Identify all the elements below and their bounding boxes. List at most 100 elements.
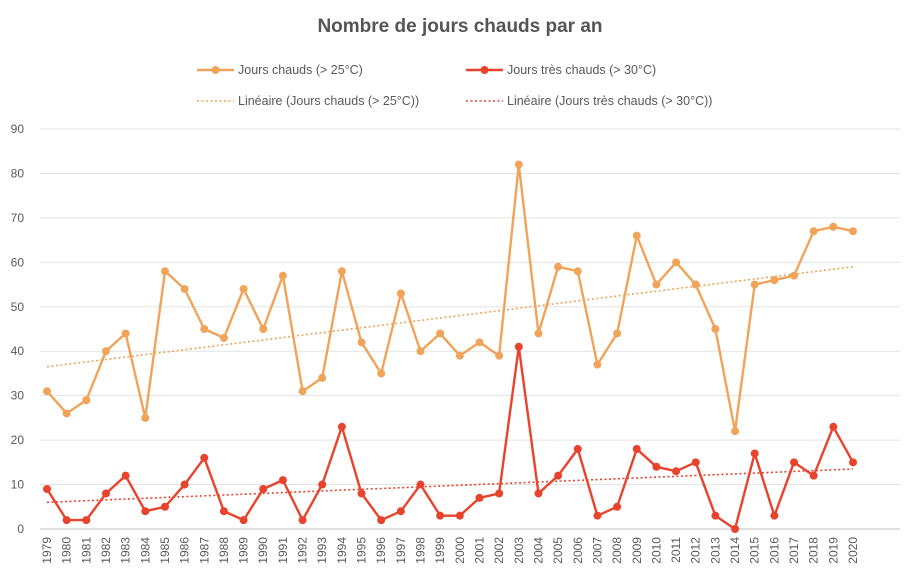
x-tick-label: 1993 [315, 537, 329, 564]
data-point [652, 280, 661, 289]
data-point [200, 453, 209, 462]
data-point [239, 285, 248, 293]
data-point [43, 387, 51, 396]
x-tick-label: 1983 [119, 537, 133, 564]
data-point [239, 516, 248, 525]
y-tick-label: 0 [17, 522, 24, 536]
x-tick-label: 2013 [708, 537, 722, 564]
y-tick-label: 30 [11, 389, 25, 403]
data-point [160, 267, 169, 276]
data-point [259, 325, 268, 333]
x-tick-label: 2004 [531, 537, 545, 564]
data-point [396, 289, 405, 298]
data-point [731, 525, 740, 533]
x-tick-label: 1996 [374, 537, 388, 564]
data-point [475, 338, 484, 347]
data-point [632, 445, 641, 453]
data-point [62, 409, 71, 418]
x-tick-label: 2016 [767, 537, 781, 564]
data-point [337, 267, 346, 276]
legend-label: Jours très chauds (> 30°C) [507, 63, 656, 77]
data-point [691, 458, 700, 467]
y-tick-label: 40 [11, 344, 25, 358]
x-tick-label: 2017 [787, 537, 801, 564]
data-point [711, 325, 720, 333]
data-point [573, 267, 582, 276]
data-point [455, 511, 464, 520]
data-point [318, 480, 327, 489]
data-point [790, 458, 799, 467]
x-tick-label: 2014 [728, 537, 742, 564]
data-point [455, 351, 464, 360]
data-point [357, 489, 366, 498]
data-point [377, 516, 386, 525]
data-point [436, 329, 445, 338]
x-tick-label: 1992 [296, 537, 310, 564]
x-tick-label: 2002 [492, 537, 506, 564]
data-point [121, 329, 130, 338]
legend-item-series: Jours très chauds (> 30°C) [466, 63, 656, 77]
data-point [790, 271, 799, 280]
data-point [101, 347, 110, 356]
grid [40, 128, 900, 530]
data-point [377, 369, 386, 378]
data-point [534, 329, 543, 338]
data-point [593, 360, 602, 369]
y-tick-label: 10 [11, 478, 25, 492]
series-line [45, 345, 855, 531]
data-point [82, 516, 91, 525]
x-tick-label: 1998 [414, 537, 428, 564]
data-point [475, 493, 484, 502]
x-tick-label: 2001 [472, 537, 486, 564]
data-point [514, 160, 523, 169]
data-point [121, 471, 130, 480]
data-point [495, 351, 504, 360]
data-point [711, 511, 720, 520]
y-tick-label: 50 [11, 300, 25, 314]
data-point [770, 276, 779, 285]
x-tick-label: 2009 [630, 537, 644, 564]
data-point [219, 333, 228, 342]
y-tick-label: 80 [11, 166, 25, 180]
data-point [396, 507, 405, 516]
data-point [514, 342, 523, 351]
data-point [613, 502, 622, 511]
x-tick-label: 2003 [512, 537, 526, 564]
legend-label: Linéaire (Jours très chauds (> 30°C)) [507, 94, 712, 108]
x-tick-label: 1997 [394, 537, 408, 564]
legend-item-trendline: Linéaire (Jours chauds (> 25°C)) [197, 94, 419, 108]
x-tick-label: 1985 [158, 537, 172, 564]
x-axis: 1979 1980 1981 1982 1983 1984 1985 1986 1987 1988… [40, 537, 860, 564]
x-tick-label: 2010 [649, 537, 663, 564]
data-point [180, 480, 189, 489]
x-tick-label: 2020 [846, 537, 860, 564]
data-point [298, 387, 307, 396]
x-tick-label: 2015 [748, 537, 762, 564]
data-point [750, 449, 759, 458]
legend: Jours chauds (> 25°C) Jours très chauds (… [197, 63, 712, 108]
data-point [82, 396, 91, 405]
trendline [46, 468, 854, 504]
data-point [416, 347, 425, 356]
series-2 [43, 342, 857, 533]
x-tick-label: 1984 [138, 537, 152, 564]
data-point [200, 325, 209, 333]
x-tick-label: 1986 [178, 537, 192, 564]
data-point [809, 471, 818, 480]
legend-marker [211, 66, 220, 74]
data-point [43, 485, 51, 493]
data-point [101, 489, 110, 498]
legend-label: Linéaire (Jours chauds (> 25°C)) [238, 94, 419, 108]
data-point [495, 489, 504, 498]
x-tick-label: 1989 [237, 537, 251, 564]
data-point [829, 222, 838, 231]
data-point [141, 507, 150, 516]
trendline [46, 265, 854, 368]
data-point [731, 427, 740, 436]
x-tick-label: 1990 [256, 537, 270, 564]
data-point [436, 511, 445, 520]
data-point [770, 511, 779, 520]
data-point [849, 458, 857, 467]
legend-item-trendline: Linéaire (Jours très chauds (> 30°C)) [466, 94, 712, 108]
